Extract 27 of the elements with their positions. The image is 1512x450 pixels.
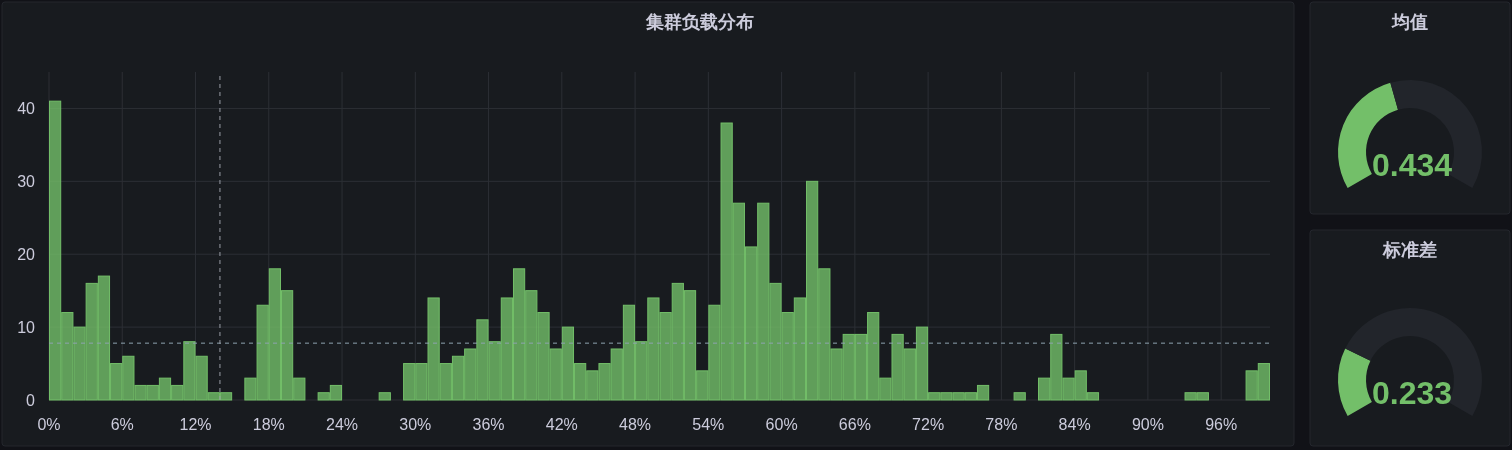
xtick: 60% [765, 416, 798, 433]
xtick: 66% [838, 416, 871, 433]
ytick: 10 [17, 319, 35, 337]
annotation: 0.233 [1371, 375, 1453, 411]
xtick: 54% [692, 416, 725, 433]
xtick: 0% [37, 416, 61, 433]
annotation: 0.434 [1371, 147, 1453, 183]
ytick: 0 [26, 392, 35, 409]
xtick: 30% [399, 416, 432, 433]
xtick: 96% [1205, 416, 1238, 433]
xtick: 18% [252, 416, 285, 433]
ytick: 20 [17, 246, 35, 264]
title: 集群负载分布 [645, 12, 754, 32]
xtick: 84% [1058, 416, 1091, 433]
xtick: 42% [545, 416, 578, 433]
xtick: 12% [179, 416, 212, 433]
ytick: 30 [17, 173, 35, 191]
ytick: 40 [17, 100, 35, 118]
xtick: 48% [619, 416, 652, 433]
xtick: 78% [985, 416, 1018, 433]
xtick: 24% [326, 416, 359, 433]
xtick: 72% [912, 416, 945, 433]
xtick: 36% [472, 416, 505, 433]
title: 标准差 [1383, 240, 1437, 260]
title: 均值 [1392, 12, 1428, 32]
xtick: 90% [1131, 416, 1164, 433]
xtick: 6% [110, 416, 134, 433]
